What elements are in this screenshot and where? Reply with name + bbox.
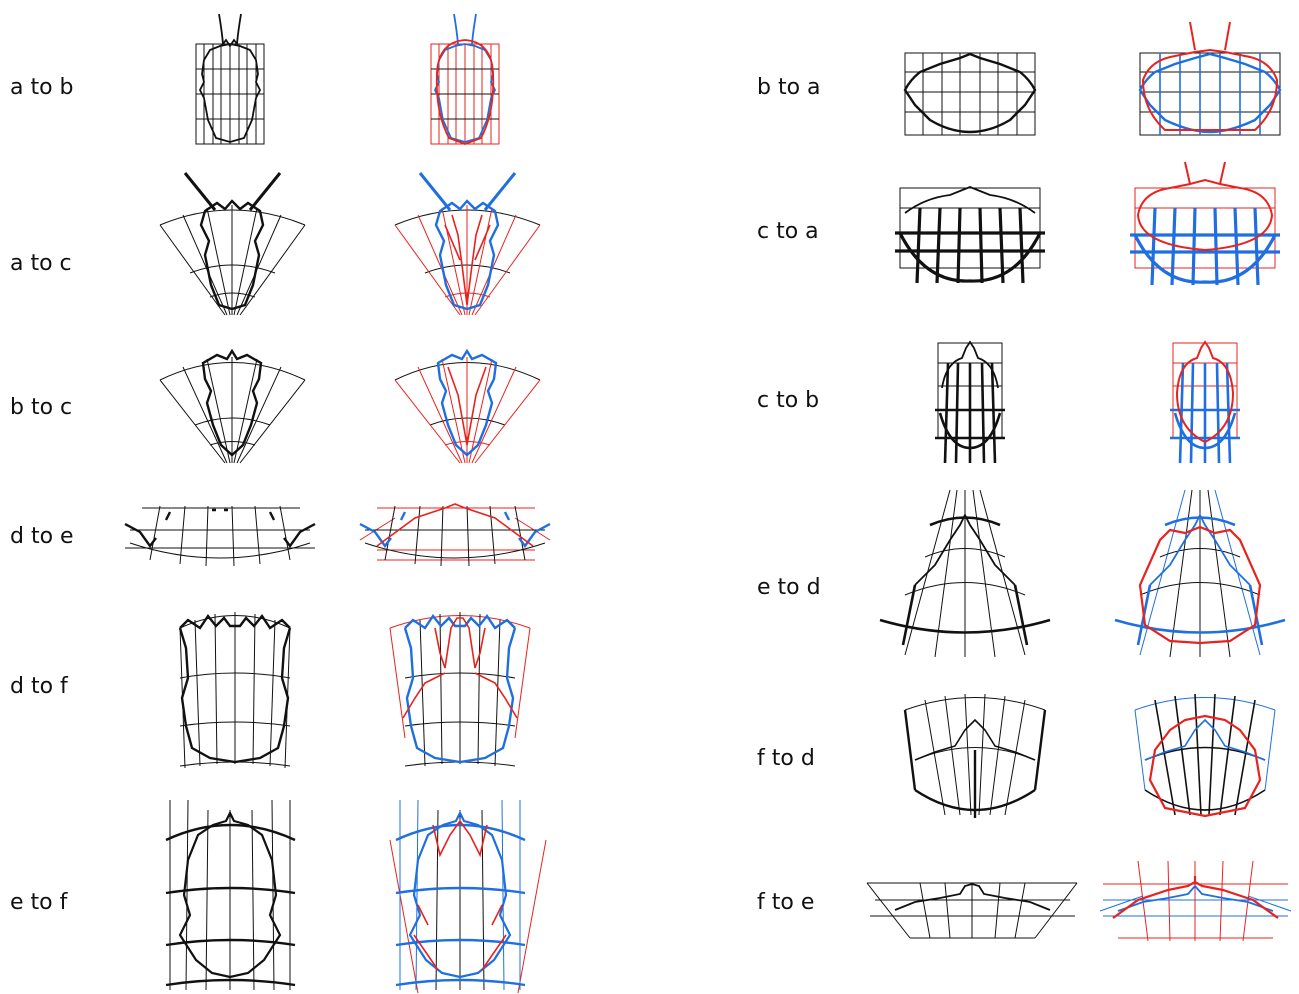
grid-c-to-b-plain xyxy=(935,340,1005,464)
panel-label-f-to-e: f to e xyxy=(757,890,815,915)
panel-label-c-to-a: c to a xyxy=(757,219,819,244)
panel-label-b-to-a: b to a xyxy=(757,75,821,100)
grid-f-to-d-overlay xyxy=(1134,693,1276,818)
grid-a-to-b-overlay xyxy=(430,13,500,145)
grid-e-to-d-overlay xyxy=(1114,489,1286,658)
panel-label-a-to-b: a to b xyxy=(10,75,74,100)
grid-f-to-d-plain xyxy=(903,693,1047,818)
grid-e-to-d-plain xyxy=(879,489,1051,658)
grid-d-to-f-plain xyxy=(178,612,292,769)
panel-label-d-to-e: d to e xyxy=(10,524,74,549)
grid-b-to-a-overlay xyxy=(1138,21,1282,136)
grid-a-to-c-plain xyxy=(159,172,306,316)
grid-d-to-e-plain xyxy=(124,505,316,567)
grid-c-to-a-plain xyxy=(895,186,1045,284)
grid-c-to-b-overlay xyxy=(1170,340,1240,464)
panel-label-d-to-f: d to f xyxy=(10,674,68,699)
grid-e-to-f-overlay xyxy=(389,799,547,994)
grid-b-to-c-plain xyxy=(159,348,306,464)
panel-label-c-to-b: c to b xyxy=(757,388,820,413)
grid-f-to-e-plain xyxy=(866,882,1078,939)
panel-label-e-to-f: e to f xyxy=(10,890,68,915)
grid-c-to-a-overlay xyxy=(1130,161,1280,286)
grid-f-to-e-overlay xyxy=(1099,860,1292,942)
grid-d-to-f-overlay xyxy=(389,612,531,767)
grid-a-to-b-plain xyxy=(195,13,265,145)
grid-a-to-c-overlay xyxy=(394,172,541,316)
panel-label-b-to-c: b to c xyxy=(10,395,73,420)
panel-label-e-to-d: e to d xyxy=(757,575,821,600)
panel-label-a-to-c: a to c xyxy=(10,251,72,276)
grid-e-to-f-plain xyxy=(165,799,296,991)
grid-b-to-a-plain xyxy=(903,52,1037,136)
panel-label-f-to-d: f to d xyxy=(757,746,815,771)
grid-d-to-e-overlay xyxy=(359,503,551,567)
grid-b-to-c-overlay xyxy=(394,348,541,464)
